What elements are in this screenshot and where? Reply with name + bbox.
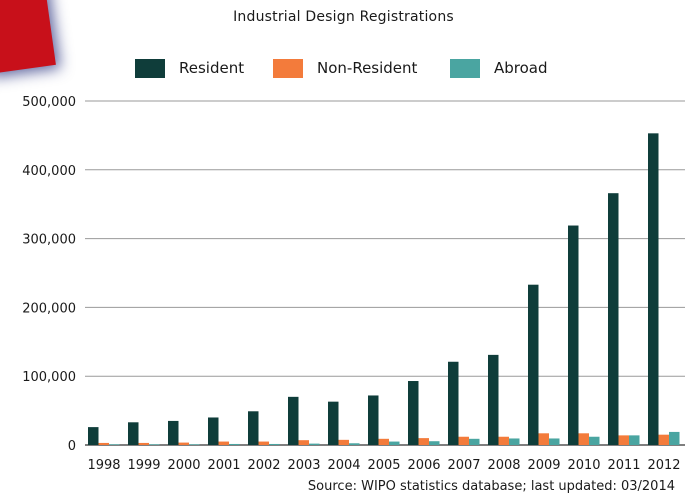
legend-label-abroad: Abroad bbox=[494, 59, 548, 77]
bar-abroad-2008 bbox=[509, 438, 520, 445]
x-tick-label: 2005 bbox=[367, 458, 400, 473]
bar-resident-2003 bbox=[288, 396, 299, 445]
bar-non-resident-2012 bbox=[658, 434, 669, 445]
x-tick-label: 2011 bbox=[607, 458, 640, 473]
source-note: Source: WIPO statistics database; last u… bbox=[307, 479, 675, 494]
legend-label-non-resident: Non-Resident bbox=[317, 59, 418, 77]
bar-abroad-2012 bbox=[669, 431, 680, 445]
bar-abroad-1999 bbox=[149, 444, 160, 445]
x-tick-label: 2012 bbox=[647, 458, 680, 473]
x-tick-label: 1999 bbox=[127, 458, 160, 473]
bar-resident-2010 bbox=[568, 225, 579, 445]
bar-non-resident-2002 bbox=[258, 441, 269, 445]
bar-resident-2008 bbox=[488, 354, 499, 445]
x-tick-label: 2008 bbox=[487, 458, 520, 473]
bar-non-resident-2004 bbox=[338, 439, 349, 445]
x-tick-label: 2009 bbox=[527, 458, 560, 473]
x-tick-label: 2006 bbox=[407, 458, 440, 473]
x-tick-label: 2004 bbox=[327, 458, 360, 473]
bar-resident-2001 bbox=[208, 417, 219, 445]
legend-item-non-resident: Non-Resident bbox=[273, 57, 417, 79]
x-tick-label: 1998 bbox=[87, 458, 120, 473]
y-tick-label: 300,000 bbox=[22, 233, 76, 248]
bar-abroad-2010 bbox=[589, 436, 600, 445]
bar-non-resident-2008 bbox=[498, 436, 509, 445]
bar-resident-2011 bbox=[608, 193, 619, 445]
y-tick-label: 200,000 bbox=[22, 301, 76, 316]
legend-swatch-resident bbox=[135, 58, 165, 78]
bar-non-resident-1998 bbox=[98, 442, 109, 445]
y-tick-label: 400,000 bbox=[22, 164, 76, 179]
bar-resident-2009 bbox=[528, 284, 539, 445]
bar-non-resident-2009 bbox=[538, 433, 549, 445]
bar-abroad-2003 bbox=[309, 443, 320, 445]
x-tick-label: 2007 bbox=[447, 458, 480, 473]
x-tick-label: 2002 bbox=[247, 458, 280, 473]
x-tick-label: 2000 bbox=[167, 458, 200, 473]
bar-resident-2000 bbox=[168, 420, 179, 445]
x-tick-label: 2010 bbox=[567, 458, 600, 473]
y-tick-label: 100,000 bbox=[22, 370, 76, 385]
chart-title: Industrial Design Registrations bbox=[233, 9, 454, 25]
bar-resident-2002 bbox=[248, 411, 259, 445]
bar-non-resident-2000 bbox=[178, 442, 189, 445]
bar-non-resident-2011 bbox=[618, 435, 629, 445]
legend-item-resident: Resident bbox=[135, 57, 244, 79]
bar-resident-2012 bbox=[648, 133, 659, 445]
bar-resident-2006 bbox=[408, 381, 419, 445]
bar-non-resident-2010 bbox=[578, 433, 589, 445]
x-tick-label: 2001 bbox=[207, 458, 240, 473]
bar-resident-1999 bbox=[128, 422, 139, 445]
bar-non-resident-2006 bbox=[418, 438, 429, 445]
bar-non-resident-2005 bbox=[378, 438, 389, 445]
bar-abroad-2005 bbox=[389, 441, 400, 445]
legend-label-resident: Resident bbox=[179, 59, 245, 77]
bar-resident-2007 bbox=[448, 361, 459, 445]
bar-non-resident-1999 bbox=[138, 442, 149, 445]
legend-swatch-abroad bbox=[450, 58, 480, 78]
legend-item-abroad: Abroad bbox=[450, 57, 548, 79]
bar-non-resident-2001 bbox=[218, 441, 229, 445]
bar-abroad-2006 bbox=[429, 441, 440, 445]
bar-abroad-2002 bbox=[269, 443, 280, 445]
bar-non-resident-2003 bbox=[298, 440, 309, 445]
bar-resident-2004 bbox=[328, 401, 339, 445]
bar-abroad-2001 bbox=[229, 443, 240, 445]
y-tick-label: 500,000 bbox=[22, 95, 76, 110]
legend-swatch-non-resident bbox=[273, 58, 303, 78]
bar-abroad-2000 bbox=[189, 444, 200, 445]
bar-abroad-2007 bbox=[469, 438, 480, 445]
bar-abroad-1998 bbox=[109, 444, 120, 445]
bar-resident-1998 bbox=[88, 427, 99, 445]
bar-abroad-2004 bbox=[349, 443, 360, 445]
y-tick-label: 0 bbox=[68, 439, 76, 454]
bar-resident-2005 bbox=[368, 395, 379, 445]
bar-abroad-2009 bbox=[549, 438, 560, 445]
bar-non-resident-2007 bbox=[458, 436, 469, 445]
x-tick-label: 2003 bbox=[287, 458, 320, 473]
bar-abroad-2011 bbox=[629, 435, 640, 445]
